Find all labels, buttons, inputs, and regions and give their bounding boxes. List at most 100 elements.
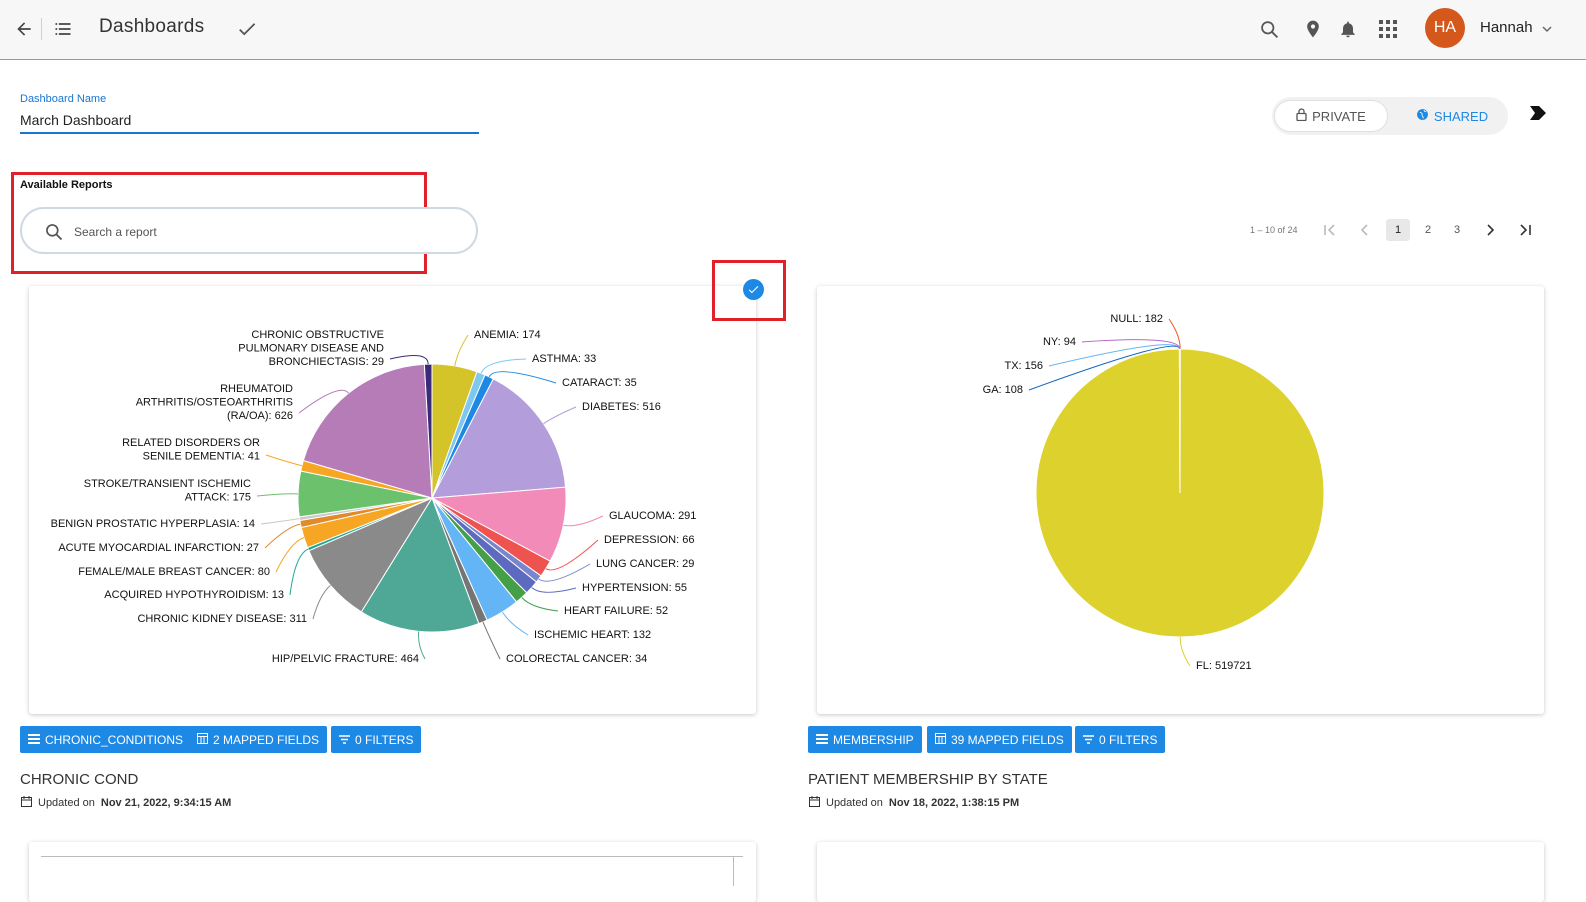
mapped-fields-button[interactable]: 2 MAPPED FIELDS (189, 726, 327, 753)
report-updated: Updated on Nov 21, 2022, 9:34:15 AM (21, 796, 231, 810)
user-name[interactable]: Hannah (1480, 19, 1533, 36)
leader-line (390, 356, 428, 365)
page-button-2[interactable]: 2 (1416, 219, 1440, 241)
mapped-fields-label: 39 MAPPED FIELDS (951, 733, 1064, 747)
leader-line (290, 549, 308, 595)
page-button-3[interactable]: 3 (1445, 219, 1469, 241)
avatar[interactable]: HA (1425, 8, 1465, 48)
filters-button[interactable]: 0 FILTERS (1075, 726, 1165, 753)
report-title: PATIENT MEMBERSHIP BY STATE (808, 771, 1048, 788)
chevron-down-icon[interactable] (1532, 14, 1562, 44)
updated-prefix: Updated on (826, 797, 883, 809)
last-page-icon[interactable] (1513, 219, 1537, 241)
top-app-bar: Dashboards HA Hannah (0, 0, 1586, 60)
mapped-fields-button[interactable]: 39 MAPPED FIELDS (927, 726, 1072, 753)
next-page-icon[interactable] (1478, 219, 1502, 241)
leader-line (257, 494, 298, 496)
dataset-tag-label: MEMBERSHIP (833, 733, 914, 747)
divider (41, 18, 42, 40)
slice-label: TX: 156 (1004, 360, 1043, 372)
slice-label: FEMALE/MALE BREAST CANCER: 80 (78, 566, 270, 578)
leader-line (481, 359, 526, 373)
slice-label: NULL: 182 (1110, 313, 1163, 325)
filter-icon (1083, 733, 1094, 747)
mapped-fields-label: 2 MAPPED FIELDS (213, 733, 319, 747)
slice-label: ANEMIA: 174 (474, 329, 541, 341)
slice-label: ACUTE MYOCARDIAL INFARCTION: 27 (58, 542, 259, 554)
calendar-grid-icon (197, 733, 208, 747)
slice-label: CATARACT: 35 (562, 377, 637, 389)
previous-page-icon[interactable] (1353, 219, 1377, 241)
slice-label: CHRONIC KIDNEY DISEASE: 311 (137, 613, 307, 625)
report-search-box[interactable] (20, 207, 478, 254)
report-card-next[interactable] (817, 842, 1544, 902)
page-title: Dashboards (99, 16, 204, 38)
leader-line (563, 516, 603, 526)
dataset-tag-button[interactable]: MEMBERSHIP (808, 726, 922, 753)
search-icon[interactable] (1254, 14, 1284, 44)
filters-button[interactable]: 0 FILTERS (331, 726, 421, 753)
slice-label: ISCHEMIC HEART: 132 (534, 629, 651, 641)
leader-line (483, 622, 500, 659)
dataset-tag-button[interactable]: CHRONIC_CONDITIONS (20, 726, 191, 753)
leader-line (276, 538, 304, 572)
slice-label: DEPRESSION: 66 (604, 534, 694, 546)
calendar-icon (21, 796, 32, 810)
slice-label: GLAUCOMA: 291 (609, 510, 696, 522)
apps-grid-icon[interactable] (1373, 14, 1403, 44)
slice-label: HEART FAILURE: 52 (564, 605, 668, 617)
updated-date: Nov 21, 2022, 9:34:15 AM (101, 797, 231, 809)
leader-line (489, 372, 556, 383)
slice-label: HIP/PELVIC FRACTURE: 464 (272, 653, 419, 665)
filters-label: 0 FILTERS (1099, 733, 1157, 747)
filters-label: 0 FILTERS (355, 733, 413, 747)
leader-line (266, 455, 302, 466)
dataset-tag-label: CHRONIC_CONDITIONS (45, 733, 183, 747)
globe-icon (1416, 108, 1429, 124)
table-rows-icon (28, 733, 40, 747)
slice-label: FL: 519721 (1196, 660, 1252, 672)
table-rows-icon (816, 733, 828, 747)
private-label: PRIVATE (1312, 109, 1366, 124)
selected-check-icon[interactable] (743, 279, 764, 300)
chronic-conditions-pie-chart: ANEMIA: 174 ASTHMA: 33 CATARACT: 35 DIABETE… (29, 286, 756, 714)
slice-label: GA: 108 (983, 384, 1023, 396)
leader-line (265, 524, 301, 548)
location-pin-icon[interactable] (1298, 14, 1328, 44)
label-arrow-icon[interactable] (1530, 106, 1546, 125)
slice-label: ACQUIRED HYPOTHYROIDISM: 13 (104, 589, 284, 601)
slice-label: LUNG CANCER: 29 (596, 558, 694, 570)
notifications-bell-icon[interactable] (1333, 14, 1363, 44)
leader-line (455, 335, 468, 366)
list-menu-icon[interactable] (48, 14, 78, 44)
leader-line (543, 407, 576, 424)
available-reports-label: Available Reports (20, 179, 113, 191)
updated-prefix: Updated on (38, 797, 95, 809)
filter-icon (339, 733, 350, 747)
slice-label: ASTHMA: 33 (532, 353, 596, 365)
first-page-icon[interactable] (1318, 219, 1342, 241)
page-button-1[interactable]: 1 (1386, 219, 1410, 241)
slice-label: COLORECTAL CANCER: 34 (506, 653, 647, 665)
report-updated: Updated on Nov 18, 2022, 1:38:15 PM (809, 796, 1019, 810)
updated-date: Nov 18, 2022, 1:38:15 PM (889, 797, 1019, 809)
leader-line (502, 612, 528, 635)
shared-toggle-button[interactable]: SHARED (1400, 100, 1504, 132)
dashboard-name-input[interactable] (20, 108, 479, 134)
lock-icon (1296, 108, 1307, 124)
report-card-chronic-cond[interactable]: ANEMIA: 174 ASTHMA: 33 CATARACT: 35 DIABETE… (29, 286, 756, 714)
report-card-next[interactable] (29, 842, 756, 902)
private-toggle-button[interactable]: PRIVATE (1274, 100, 1388, 132)
slice-label: DIABETES: 516 (582, 401, 661, 413)
leader-line (522, 597, 558, 611)
leader-line (261, 519, 300, 524)
search-icon (44, 222, 64, 247)
pager-range: 1 – 10 of 24 (1250, 225, 1298, 235)
leader-line (313, 585, 330, 619)
back-arrow-icon[interactable] (9, 14, 39, 44)
search-input[interactable] (74, 222, 454, 242)
checkmark-icon[interactable] (232, 14, 262, 44)
